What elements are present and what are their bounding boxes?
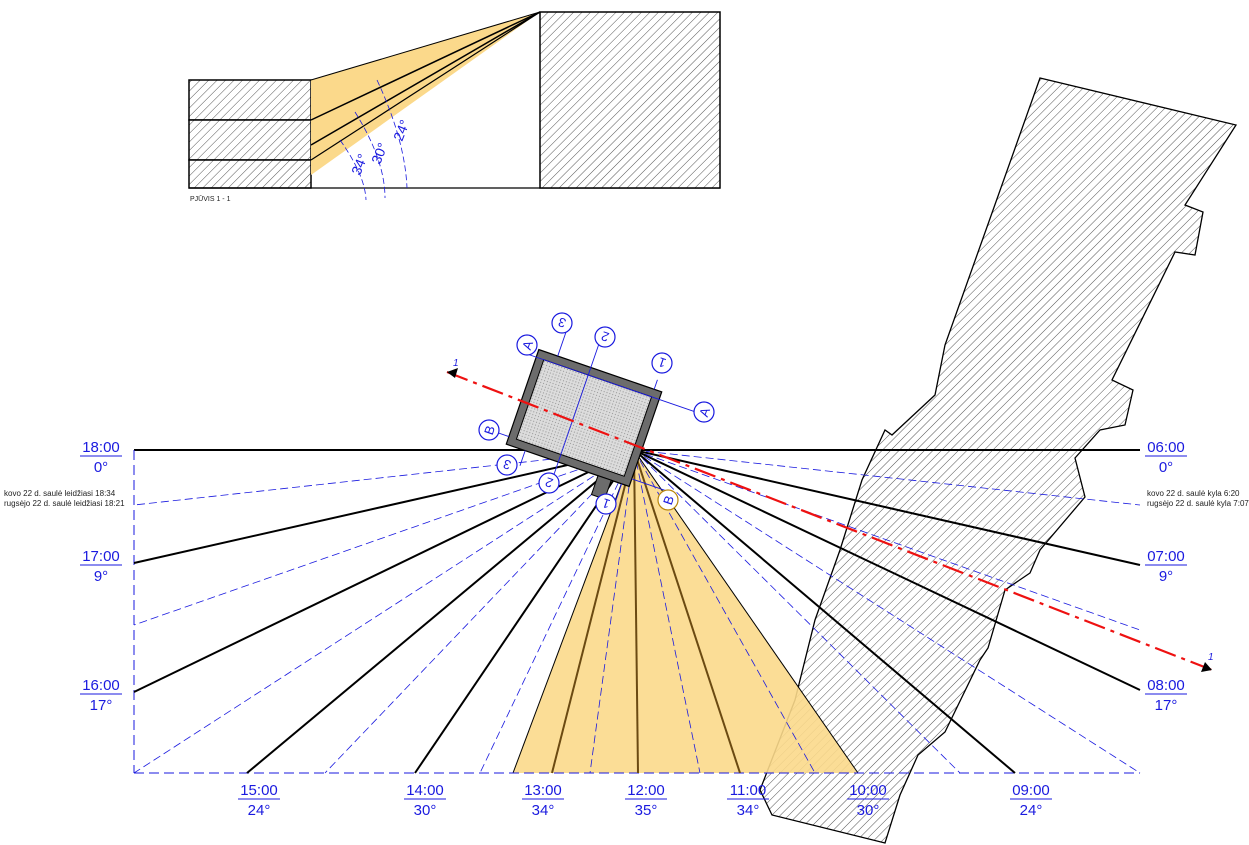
svg-text:1: 1 <box>600 495 612 512</box>
svg-text:3: 3 <box>501 456 513 473</box>
label-1600-angle: 17° <box>90 697 113 714</box>
right-labels: 06:00 0° kovo 22 d. saulė kyla 6:20 rugs… <box>1145 439 1249 714</box>
ray-08 <box>633 449 1141 691</box>
label-0900-time: 09:00 <box>1012 782 1050 799</box>
subject-building <box>490 318 702 508</box>
label-1700-time: 17:00 <box>82 548 120 565</box>
ray-09 <box>633 449 1016 774</box>
label-0700-angle: 9° <box>1159 568 1173 585</box>
left-labels: 18:00 0° kovo 22 d. saulė leidžiasi 18:3… <box>4 439 125 714</box>
label-0800-angle: 17° <box>1155 697 1178 714</box>
label-0600-time: 06:00 <box>1147 439 1185 456</box>
label-1000-time: 10:00 <box>849 782 887 799</box>
note-right-2: rugsėjo 22 d. saulė kyla 7:07 <box>1147 499 1249 508</box>
section-ray-30 <box>310 11 541 146</box>
section-arc-30 <box>354 111 386 199</box>
label-1000-angle: 30° <box>857 802 880 819</box>
section-line <box>446 370 1213 672</box>
label-0700-time: 07:00 <box>1147 548 1185 565</box>
note-left-2: rugsėjo 22 d. saulė leidžiasi 18:21 <box>4 499 125 508</box>
label-1200-time: 12:00 <box>627 782 665 799</box>
label-0600-angle: 0° <box>1159 459 1173 476</box>
section-building-right <box>539 11 721 189</box>
note-right-1: kovo 22 d. saulė kyla 6:20 <box>1147 489 1240 498</box>
svg-text:3: 3 <box>556 314 568 331</box>
svg-text:2: 2 <box>599 328 611 345</box>
label-0800-time: 08:00 <box>1147 677 1185 694</box>
ray-07 <box>633 449 1141 566</box>
grid-bubble-B-left: B <box>478 419 500 441</box>
section-caption: PJŪVIS 1 - 1 <box>190 195 231 203</box>
label-1700-angle: 9° <box>94 568 108 585</box>
label-1800-angle: 0° <box>94 459 108 476</box>
section-marker-left: 1 <box>453 358 459 369</box>
svg-text:1: 1 <box>656 354 668 371</box>
section-sun-wedge <box>311 12 540 175</box>
plan-view: 3 2 1 A A B B <box>4 77 1249 844</box>
plan-sun-wedge <box>513 450 858 773</box>
section-angle-34: 34° <box>348 151 371 177</box>
label-1800-time: 18:00 <box>82 439 120 456</box>
ray-17 <box>133 449 635 564</box>
ray-11 <box>633 449 741 774</box>
section-arc-34 <box>339 139 367 201</box>
section-arrow-right <box>1201 662 1212 672</box>
section-angle-30: 30° <box>368 140 391 166</box>
grid-bubble-1-bottom: 1 <box>595 493 617 515</box>
label-1500-angle: 24° <box>248 802 271 819</box>
label-1400-angle: 30° <box>414 802 437 819</box>
section-building-left-floor-2 <box>188 119 312 161</box>
section-ray-24 <box>310 11 541 121</box>
ray-12 <box>633 449 639 774</box>
grid-bubble-1-top: 1 <box>651 352 673 374</box>
label-1500-time: 15:00 <box>240 782 278 799</box>
section-arc-24 <box>376 79 408 189</box>
section-building-left-floor-1 <box>188 79 312 121</box>
section-view: 24° 30° 34° PJŪVIS 1 - 1 <box>188 11 721 203</box>
label-1200-angle: 35° <box>635 802 658 819</box>
label-1400-time: 14:00 <box>406 782 444 799</box>
grid-bubble-A-top: A <box>516 334 538 356</box>
section-angle-24: 24° <box>390 117 413 143</box>
section-arrow-left <box>447 368 458 378</box>
neighbor-building <box>759 77 1238 844</box>
grid-bubble-2-bottom: 2 <box>538 472 560 494</box>
grid-bubbles: 3 2 1 A A B B <box>478 312 715 515</box>
svg-text:2: 2 <box>543 474 555 491</box>
ray-13 <box>551 449 635 774</box>
grid-bubble-B-right: B <box>657 489 679 511</box>
label-1600-time: 16:00 <box>82 677 120 694</box>
section-ray-top <box>310 11 541 81</box>
grid-bubble-A-right: A <box>693 401 715 423</box>
label-0900-angle: 24° <box>1020 802 1043 819</box>
label-1100-angle: 34° <box>737 802 760 819</box>
label-1100-time: 11:00 <box>730 782 766 799</box>
label-1300-time: 13:00 <box>524 782 562 799</box>
section-ray-34 <box>310 11 541 161</box>
label-1300-angle: 34° <box>532 802 555 819</box>
bottom-labels: 15:00 24° 14:00 30° 13:00 34° 12:00 35° … <box>238 782 1052 819</box>
ray-15 <box>246 449 635 774</box>
grid-bubble-3-bottom: 3 <box>496 454 518 476</box>
section-marker-right: 1 <box>1208 652 1214 663</box>
section-building-left-floor-3 <box>188 159 312 189</box>
note-left-1: kovo 22 d. saulė leidžiasi 18:34 <box>4 489 116 498</box>
grid-bubble-2-top: 2 <box>594 326 616 348</box>
grid-bubble-3-top: 3 <box>551 312 573 334</box>
